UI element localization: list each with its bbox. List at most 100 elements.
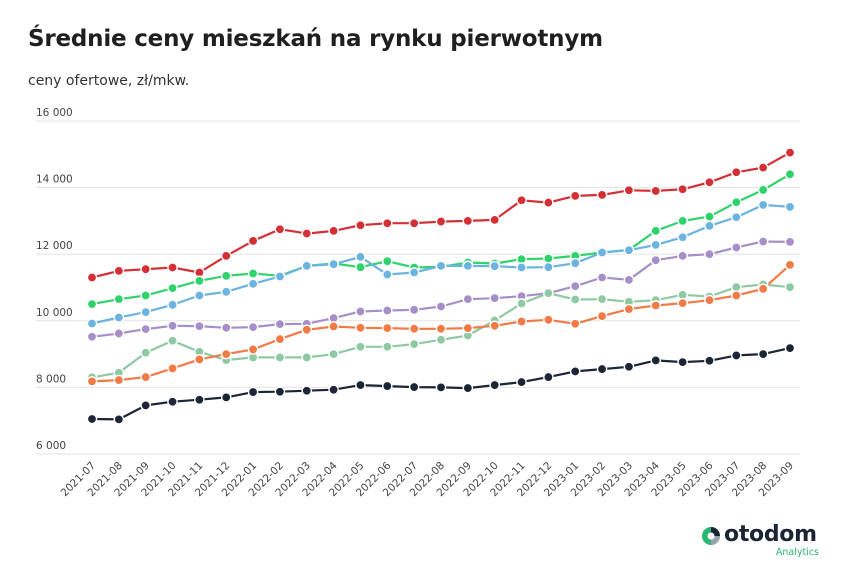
data-point: [274, 271, 286, 282]
data-point: [435, 334, 447, 346]
data-point: [435, 260, 447, 272]
data-point: [355, 322, 366, 334]
data-point: [516, 298, 527, 309]
data-point: [382, 217, 393, 229]
data-point: [140, 371, 151, 383]
y-tick-label: 10 000: [36, 307, 73, 319]
data-point: [650, 185, 662, 197]
data-point: [543, 314, 554, 326]
data-point: [757, 283, 769, 295]
data-point: [596, 247, 608, 258]
data-point: [757, 162, 769, 173]
data-point: [86, 413, 98, 425]
data-point: [167, 396, 178, 408]
data-point: [355, 306, 366, 317]
data-point: [408, 381, 420, 393]
data-point: [650, 355, 662, 366]
data-point: [569, 318, 581, 330]
data-point: [220, 250, 232, 262]
data-point: [704, 176, 715, 188]
data-point: [355, 251, 366, 263]
data-point: [194, 394, 205, 406]
data-point: [328, 384, 339, 396]
data-point: [623, 244, 635, 256]
data-point: [194, 275, 205, 287]
data-point: [677, 231, 688, 243]
data-point: [408, 323, 420, 335]
data-point: [167, 320, 178, 332]
data-point: [704, 220, 715, 232]
data-point: [677, 356, 688, 368]
data-point: [328, 258, 339, 270]
otodom-analytics-label: Analytics: [775, 547, 819, 558]
data-point: [86, 376, 98, 387]
data-point: [328, 225, 339, 237]
data-point: [650, 254, 662, 266]
data-point: [86, 272, 98, 283]
data-point: [408, 304, 420, 316]
data-point: [167, 363, 178, 374]
data-point: [435, 301, 447, 312]
data-point: [220, 322, 232, 334]
data-point: [382, 255, 393, 267]
data-point: [247, 235, 259, 247]
chart-subtitle: ceny ofertowe, zł/mkw.: [28, 73, 190, 89]
data-point: [167, 282, 178, 294]
data-point: [650, 239, 662, 251]
data-point: [650, 300, 662, 311]
data-point: [623, 184, 635, 196]
data-point: [516, 376, 527, 388]
data-point: [569, 366, 581, 377]
data-point: [301, 352, 313, 363]
data-point: [596, 310, 608, 322]
y-tick-label: 16 000: [36, 107, 73, 119]
data-point: [140, 306, 151, 318]
data-point: [167, 262, 178, 273]
data-point: [435, 323, 447, 335]
data-point: [731, 166, 742, 178]
data-point: [677, 183, 688, 195]
data-point: [704, 294, 715, 306]
data-point: [113, 293, 125, 305]
data-point: [355, 219, 366, 231]
data-point: [382, 305, 393, 316]
data-point: [113, 374, 125, 386]
data-point: [623, 274, 635, 286]
data-point: [355, 341, 366, 353]
data-point: [274, 386, 286, 398]
data-point: [301, 228, 313, 239]
data-point: [382, 269, 393, 280]
data-point: [382, 341, 393, 353]
data-point: [569, 280, 581, 292]
y-tick-label: 12 000: [36, 240, 73, 252]
data-point: [247, 344, 259, 355]
data-point: [569, 190, 581, 202]
data-point: [650, 225, 662, 237]
data-point: [596, 189, 608, 201]
data-point: [462, 215, 474, 227]
data-point: [382, 322, 393, 334]
data-point: [731, 350, 742, 361]
data-point: [623, 303, 635, 315]
data-point: [247, 278, 259, 290]
data-point: [704, 248, 715, 260]
data-point: [113, 328, 125, 339]
data-point: [757, 348, 769, 360]
data-point: [596, 363, 608, 375]
data-point: [140, 263, 151, 275]
data-point: [355, 261, 366, 273]
data-point: [784, 342, 796, 354]
data-point: [247, 268, 259, 279]
chart-title: Średnie ceny mieszkań na rynku pierwotny…: [28, 26, 603, 52]
y-tick-label: 8 000: [36, 373, 66, 385]
data-point: [194, 354, 205, 365]
data-point: [274, 318, 286, 330]
data-point: [543, 253, 554, 264]
data-point: [113, 312, 125, 323]
data-point: [516, 316, 527, 327]
data-point: [462, 293, 474, 305]
data-point: [140, 323, 151, 335]
data-point: [543, 371, 554, 383]
data-point: [489, 320, 500, 332]
